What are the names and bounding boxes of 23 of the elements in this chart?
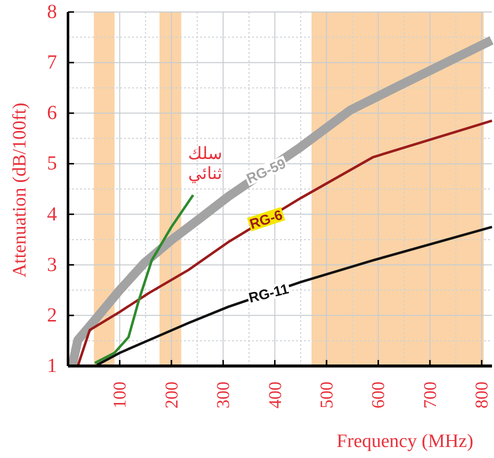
y-tick-label: 3 <box>47 254 57 276</box>
x-tick-label: 400 <box>264 382 285 408</box>
x-tick-label: 800 <box>472 382 492 408</box>
line-series <box>94 194 194 364</box>
x-tick-label: 300 <box>213 382 234 408</box>
x-tick-label: 100 <box>110 382 130 408</box>
y-tick-label: 5 <box>47 152 57 175</box>
x-tick-label: 200 <box>161 382 182 408</box>
x-tick-label: 500 <box>316 382 337 408</box>
text: RG-6 <box>248 206 285 232</box>
y-tick-label: 6 <box>47 102 57 124</box>
y-tick-label: 1 <box>47 355 57 377</box>
x-tick-label: 700 <box>420 382 440 408</box>
y-tick-label: 7 <box>47 52 57 74</box>
y-tick-label: 2 <box>47 304 57 326</box>
series-label: سلك ثنائي <box>188 144 222 184</box>
text: RG-11 <box>246 280 290 306</box>
x-axis-title: Frequency (MHz) <box>336 431 474 452</box>
y-tick-label: 8 <box>47 1 57 23</box>
line-series <box>76 119 494 368</box>
y-axis-title: Attenuation (dB/100ft) <box>10 102 30 278</box>
y-tick-label: 4 <box>47 203 57 226</box>
x-tick-label: 600 <box>368 382 388 408</box>
